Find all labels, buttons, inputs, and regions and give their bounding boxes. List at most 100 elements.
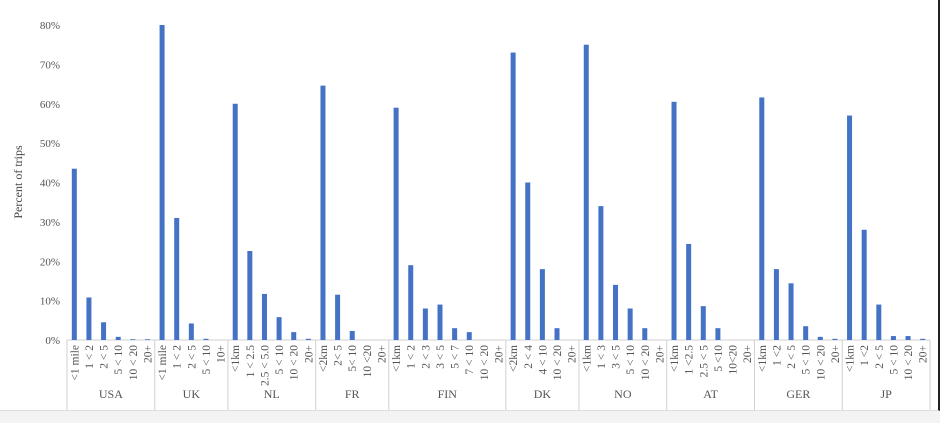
- y-tick-label: 30%: [40, 217, 60, 229]
- x-category-label: 1 < 2: [172, 345, 184, 369]
- y-tick-label: 60%: [40, 99, 60, 111]
- bar: [261, 293, 267, 340]
- x-category-label: 5 < 10: [274, 345, 286, 375]
- x-category-label: 2.5 < 5.0: [259, 345, 271, 386]
- x-category-label: 2 < 5: [874, 345, 886, 369]
- bar: [247, 251, 253, 340]
- x-group-label: UK: [183, 387, 201, 401]
- bar: [554, 328, 560, 340]
- bar: [437, 304, 443, 340]
- x-category-label: <2km: [318, 345, 330, 372]
- x-category-label: 10 < 20: [815, 345, 827, 380]
- x-category-label: 1 < 2.5: [245, 345, 257, 378]
- x-group-label: NO: [614, 387, 632, 401]
- bar: [890, 336, 896, 340]
- x-category-label: 4 < 10: [537, 345, 549, 375]
- bar: [101, 322, 107, 340]
- bar: [539, 269, 545, 340]
- x-category-label: 1 <2.5: [684, 345, 696, 375]
- x-category-label: 10 < 20: [479, 345, 491, 380]
- chart-frame: [0, 0, 940, 411]
- x-category-label: <1 mile: [157, 345, 169, 381]
- x-category-label: 2 < 5: [186, 345, 198, 369]
- bar: [291, 332, 297, 340]
- bar: [832, 338, 838, 340]
- bar: [920, 338, 926, 340]
- bar: [86, 297, 92, 340]
- x-group-label: JP: [880, 387, 892, 401]
- bar: [466, 332, 472, 340]
- y-tick-label: 50%: [40, 138, 60, 150]
- bar: [803, 326, 809, 340]
- bar: [232, 103, 238, 340]
- x-category-label: 5 < 10: [888, 345, 900, 375]
- x-category-label: 20+: [303, 345, 315, 363]
- bar: [905, 336, 911, 340]
- x-category-label: 5 < 10: [625, 345, 637, 375]
- x-category-label: 5 < 7: [450, 345, 462, 369]
- x-category-label: 5 < 10: [801, 345, 813, 375]
- bar: [583, 44, 589, 340]
- bar: [613, 284, 619, 340]
- y-tick-label: 10%: [40, 296, 60, 308]
- bar: [144, 339, 150, 340]
- x-group-label: AT: [703, 387, 718, 401]
- bar: [422, 308, 428, 340]
- bar: [159, 25, 165, 340]
- x-category-label: <1km: [391, 345, 403, 372]
- x-category-label: <1 mile: [69, 345, 81, 381]
- x-category-label: 10 < 20: [552, 345, 564, 380]
- x-category-label: 10 < 20: [289, 345, 301, 380]
- y-tick-label: 20%: [40, 256, 60, 268]
- bar: [671, 101, 677, 340]
- bar: [686, 243, 692, 340]
- x-category-label: 20+: [376, 345, 388, 363]
- x-category-label: 20+: [494, 345, 506, 363]
- bar: [817, 336, 823, 340]
- x-category-label: 20+: [742, 345, 754, 363]
- x-category-label: 3 < 5: [435, 345, 447, 369]
- x-category-label: 7 < 10: [464, 345, 476, 375]
- bar: [393, 107, 399, 340]
- y-tick-label: 40%: [40, 178, 60, 190]
- x-category-label: <1km: [230, 345, 242, 372]
- x-category-label: 10 < 20: [640, 345, 652, 380]
- x-category-label: <1km: [757, 345, 769, 372]
- bar: [510, 52, 516, 340]
- bar: [876, 304, 882, 340]
- x-category-label: 20+: [830, 345, 842, 363]
- y-tick-label: 70%: [40, 59, 60, 71]
- x-category-label: 10<20: [728, 345, 740, 375]
- bar: [642, 328, 648, 340]
- bar: [598, 206, 604, 340]
- x-category-label: 10+: [216, 345, 228, 363]
- x-category-label: 2 < 5: [99, 345, 111, 369]
- bar: [861, 229, 867, 340]
- x-category-label: 1 <2: [771, 345, 783, 366]
- x-group-label: USA: [99, 387, 123, 401]
- x-category-label: 1 <2: [859, 345, 871, 366]
- bar: [627, 308, 633, 340]
- x-group-label: GER: [786, 387, 810, 401]
- x-group-label: NL: [264, 387, 280, 401]
- y-tick-label: 80%: [40, 20, 60, 32]
- bar: [525, 182, 531, 340]
- bar: [847, 115, 853, 340]
- x-group-label: DK: [534, 387, 552, 401]
- x-category-label: 5 <10: [713, 345, 725, 372]
- x-category-label: 10 < 20: [903, 345, 915, 380]
- bar: [276, 317, 282, 340]
- x-category-label: 5 < 10: [113, 345, 125, 375]
- x-category-label: 20+: [567, 345, 579, 363]
- x-category-label: 2 < 3: [420, 345, 432, 369]
- x-category-label: <2km: [508, 345, 520, 372]
- bottom-strip: [0, 411, 940, 423]
- x-category-label: 1 < 3: [596, 345, 608, 369]
- bar: [715, 328, 721, 340]
- x-category-label: <1km: [581, 345, 593, 372]
- x-category-label: 20+: [142, 345, 154, 363]
- bar: [700, 306, 706, 340]
- x-category-label: 20+: [654, 345, 666, 363]
- x-category-label: 1 < 2: [406, 345, 418, 369]
